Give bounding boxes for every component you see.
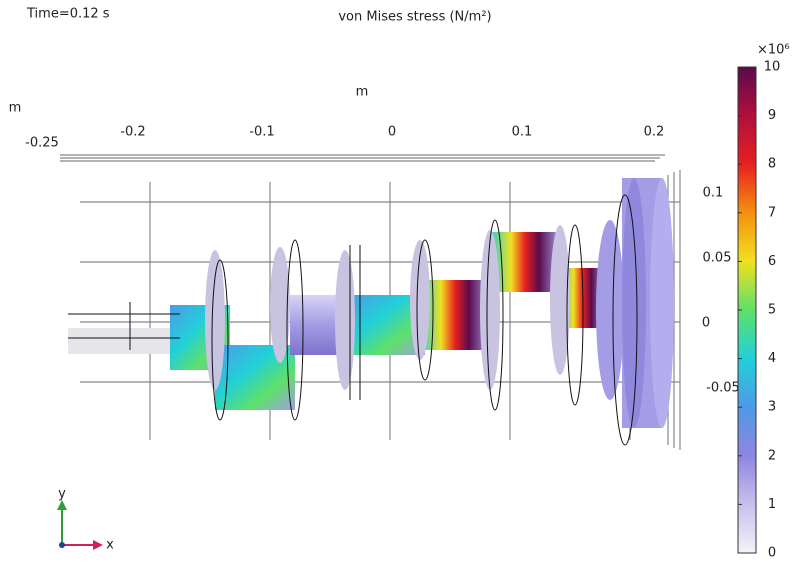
x-tick-label: -0.1	[249, 125, 274, 140]
colorbar-tick-label: 3	[768, 400, 776, 415]
grid	[60, 154, 681, 450]
y-tick-label: -0.05	[706, 381, 740, 396]
axis-triad: y x	[57, 487, 114, 553]
x-tick-label: 0	[388, 125, 396, 140]
y-tick-label: 0.1	[703, 186, 724, 201]
x-tick-label: 0.1	[512, 125, 533, 140]
colorbar-tick-label: 8	[768, 157, 776, 172]
y-tick-label: 0	[702, 316, 710, 331]
colorbar-multiplier: ×10⁶	[757, 43, 790, 58]
y-tick-label: 0.05	[703, 251, 732, 266]
x-tick-label: -0.2	[120, 125, 145, 140]
colorbar-tick-label: 2	[768, 448, 776, 463]
triad-x: x	[106, 538, 114, 553]
colorbar-tick-label: 10	[764, 60, 781, 75]
triad-y: y	[58, 487, 66, 502]
crankshaft	[68, 178, 674, 446]
colorbar-tick-label: 7	[768, 205, 776, 220]
colorbar-tick-label: 6	[768, 254, 776, 269]
x-tick-label: 0.2	[644, 125, 665, 140]
time-label: Time=0.12 s	[26, 7, 110, 22]
plot-title: von Mises stress (N/m²)	[338, 10, 491, 25]
y-unit: m	[9, 101, 22, 116]
colorbar-tick-label: 9	[768, 108, 776, 123]
colorbar-tick-label: 4	[768, 351, 776, 366]
x-tick-label: -0.25	[25, 136, 59, 151]
colorbar-tick-label: 5	[768, 303, 776, 318]
x-unit: m	[356, 85, 369, 100]
colorbar-tick-label: 0	[768, 546, 776, 561]
colorbar-tick-label: 1	[768, 497, 776, 512]
